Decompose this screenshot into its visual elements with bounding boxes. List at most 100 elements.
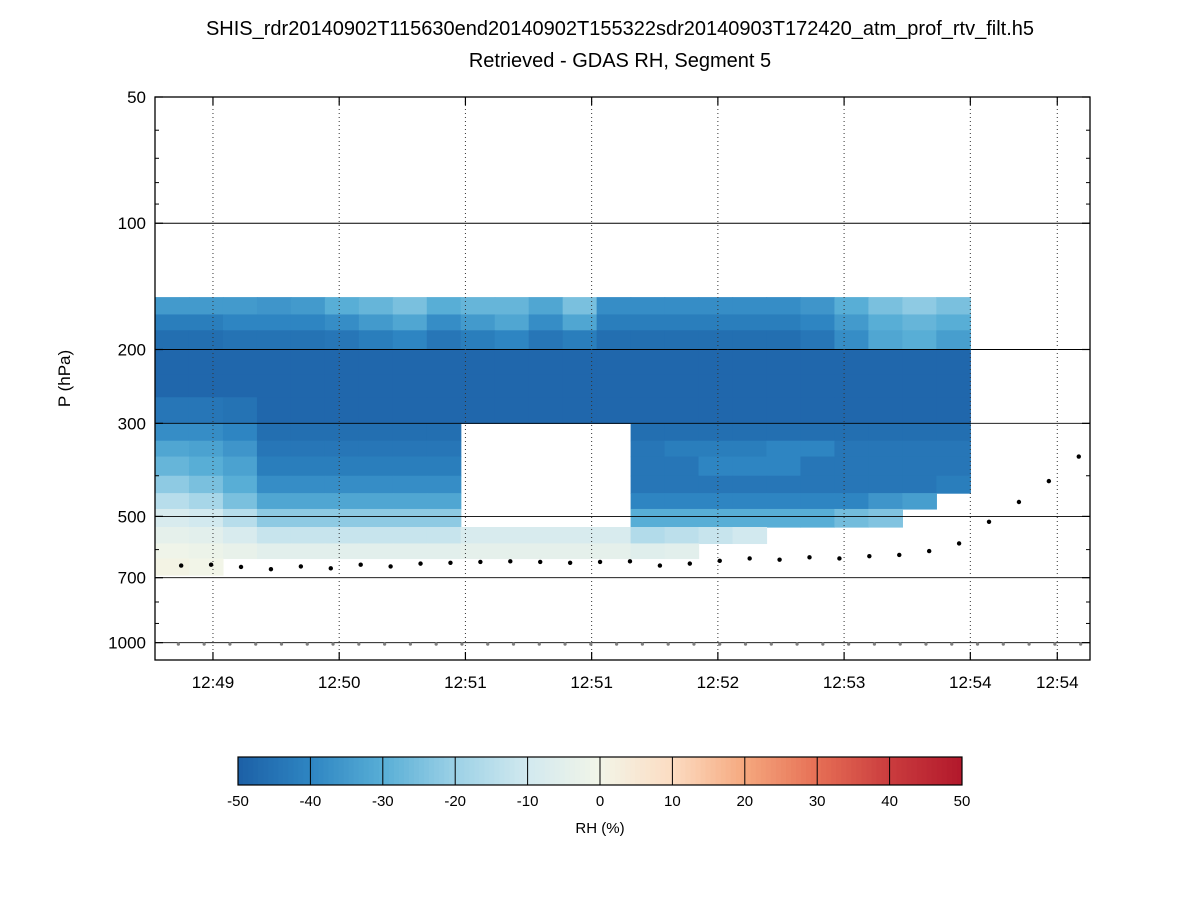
heatmap-cell bbox=[494, 297, 530, 316]
axes-layer: 50 100 200 300 500 700 1000 12:49 12:50 12:51 12:5… bbox=[55, 88, 1091, 692]
colorbar-segment bbox=[685, 757, 691, 785]
heatmap-cell bbox=[766, 297, 802, 316]
colorbar-segment bbox=[911, 757, 918, 785]
surface-pressure-dot bbox=[898, 642, 902, 646]
heatmap-cell bbox=[155, 508, 190, 528]
colorbar-tick-label: -50 bbox=[227, 793, 249, 810]
heatmap-cell bbox=[155, 440, 190, 458]
heatmap-cell bbox=[936, 440, 971, 458]
heatmap-cell bbox=[630, 397, 666, 424]
heatmap-cell bbox=[392, 543, 428, 560]
heatmap-cell bbox=[562, 374, 598, 398]
heatmap-cell bbox=[868, 508, 903, 528]
heatmap-cell bbox=[324, 508, 360, 528]
heatmap-cell bbox=[936, 397, 971, 424]
colorbar-segment bbox=[393, 757, 400, 785]
colorbar-segment bbox=[358, 757, 365, 785]
heatmap-cell bbox=[290, 543, 326, 560]
heatmap-cell bbox=[290, 397, 326, 424]
cloud-pressure-dot bbox=[657, 563, 663, 568]
heatmap-cell bbox=[630, 314, 666, 331]
colorbar-segment bbox=[640, 757, 646, 785]
y-tick-label: 500 bbox=[118, 507, 146, 526]
heatmap-cell bbox=[902, 493, 937, 510]
heatmap-cell bbox=[664, 314, 700, 331]
colorbar-segment bbox=[519, 757, 526, 785]
colorbar-segment bbox=[529, 757, 536, 785]
colorbar-segment bbox=[861, 757, 867, 785]
heatmap-cell bbox=[324, 330, 360, 351]
heatmap-cell bbox=[698, 493, 734, 510]
x-tick-label: 12:50 bbox=[318, 673, 361, 692]
heatmap-cell bbox=[528, 397, 564, 424]
cloud-pressure-dot bbox=[687, 561, 693, 566]
heatmap-cell bbox=[664, 527, 700, 545]
colorbar-segment bbox=[655, 757, 661, 785]
heatmap-cell bbox=[358, 297, 394, 316]
colorbar-label: RH (%) bbox=[575, 820, 624, 837]
colorbar-segment bbox=[429, 757, 435, 785]
heatmap-cell bbox=[868, 493, 903, 510]
heatmap-cell bbox=[596, 349, 632, 376]
colorbar-segment bbox=[419, 757, 425, 785]
heatmap-cell bbox=[256, 330, 292, 351]
colorbar-segment bbox=[831, 757, 837, 785]
heatmap-cell bbox=[698, 527, 734, 545]
heatmap-cell bbox=[324, 527, 360, 545]
cloud-pressure-dot bbox=[508, 559, 513, 564]
heatmap-cell bbox=[732, 423, 768, 442]
heatmap-cell bbox=[188, 508, 224, 528]
cloud-pressure-dot bbox=[358, 562, 363, 567]
colorbar-segment bbox=[901, 757, 908, 785]
cloud-pressure-dot bbox=[448, 560, 453, 565]
heatmap-cell bbox=[324, 397, 360, 424]
heatmap-cell bbox=[358, 493, 394, 510]
heatmap-cell bbox=[902, 456, 937, 477]
heatmap-cell bbox=[358, 374, 394, 398]
colorbar-segment bbox=[434, 757, 440, 785]
surface-pressure-dot bbox=[202, 642, 206, 646]
heatmap-cell bbox=[222, 456, 258, 477]
heatmap-cell bbox=[800, 475, 836, 494]
heatmap-cell bbox=[664, 330, 700, 351]
surface-pressure-dot bbox=[279, 642, 284, 646]
surface-pressure-dot bbox=[743, 642, 748, 646]
colorbar-segment bbox=[238, 757, 244, 785]
heatmap-cell bbox=[596, 397, 632, 424]
heatmap-cell bbox=[256, 397, 292, 424]
x-tick-label: 12:54 bbox=[1036, 673, 1079, 692]
heatmap-cell bbox=[936, 423, 971, 442]
cloud-pressure-dot bbox=[717, 558, 722, 563]
heatmap-cell bbox=[630, 440, 666, 458]
colorbar-segment bbox=[413, 757, 420, 785]
heatmap-cell bbox=[188, 493, 224, 510]
heatmap-cell bbox=[868, 374, 903, 398]
heatmap-cell bbox=[596, 297, 632, 316]
heatmap-cell bbox=[698, 475, 734, 494]
heatmap-cell bbox=[868, 314, 903, 331]
colorbar-segment bbox=[499, 757, 505, 785]
cloud-pressure-dot bbox=[897, 552, 902, 558]
heatmap-cell bbox=[324, 297, 360, 316]
heatmap-cell bbox=[630, 423, 666, 442]
colorbar-segment bbox=[549, 757, 556, 785]
heatmap-cell bbox=[630, 475, 666, 494]
heatmap-cell bbox=[392, 349, 428, 376]
heatmap-cell bbox=[800, 349, 836, 376]
surface-pressure-dot bbox=[692, 642, 696, 646]
heatmap-cell bbox=[324, 475, 360, 494]
colorbar-segment bbox=[715, 757, 722, 785]
heatmap-cell bbox=[834, 397, 870, 424]
colorbar-segment bbox=[836, 757, 842, 785]
surface-pressure-dot bbox=[305, 642, 309, 646]
cloud-pressure-dot bbox=[597, 559, 603, 565]
colorbar-segment bbox=[253, 757, 259, 785]
colorbar-tick-label: -40 bbox=[300, 793, 322, 810]
heatmap-cell bbox=[460, 374, 496, 398]
colorbar-segment bbox=[786, 757, 792, 785]
heatmap-cell bbox=[188, 297, 224, 316]
cloud-pressure-dot bbox=[178, 563, 184, 568]
heatmap-cell bbox=[222, 349, 258, 376]
heatmap-cell bbox=[222, 493, 258, 510]
heatmap-cell bbox=[290, 297, 326, 316]
